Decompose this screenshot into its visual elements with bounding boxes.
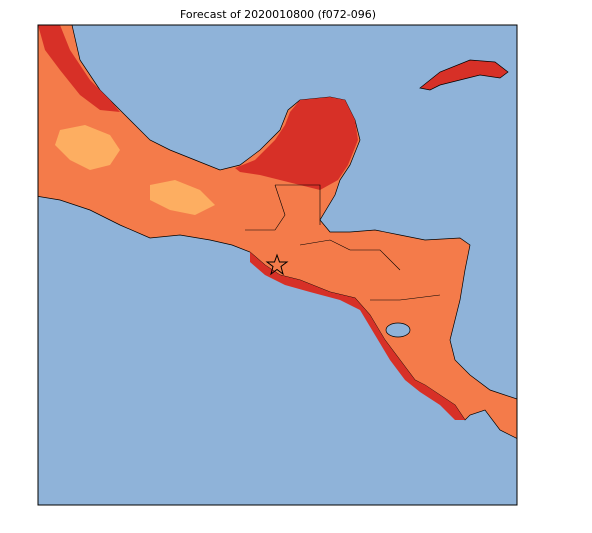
map-area	[38, 25, 517, 505]
star-marker	[265, 253, 289, 276]
land	[419, 59, 509, 91]
mild-region	[150, 180, 215, 215]
title: Forecast of 2020010800 (f072-096)	[180, 8, 376, 21]
mild-region	[55, 125, 120, 170]
warm-region	[235, 97, 358, 190]
borders	[245, 184, 441, 301]
warm-region	[250, 252, 465, 420]
frame	[37, 24, 518, 506]
warm-region	[38, 25, 120, 112]
lake	[385, 322, 411, 338]
